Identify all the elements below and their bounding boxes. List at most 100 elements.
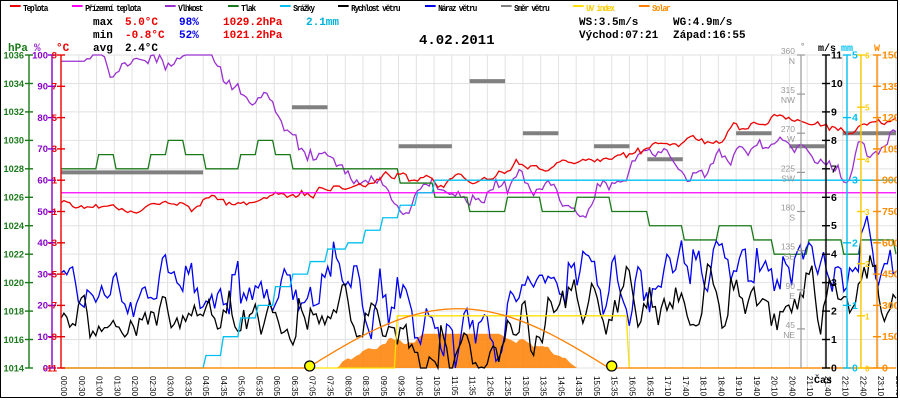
svg-text:90: 90 xyxy=(786,281,796,291)
svg-text:180: 180 xyxy=(781,203,795,213)
svg-text:N: N xyxy=(789,56,795,66)
svg-text:10:05: 10:05 xyxy=(414,376,423,397)
svg-text:1024: 1024 xyxy=(4,221,25,231)
svg-text:12:05: 12:05 xyxy=(485,376,494,397)
svg-text:0: 0 xyxy=(865,365,870,374)
svg-text:1014: 1014 xyxy=(4,363,25,373)
svg-text:14:35: 14:35 xyxy=(574,376,583,397)
svg-text:SE: SE xyxy=(784,252,796,262)
svg-text:21:40: 21:40 xyxy=(823,376,832,397)
svg-text:750: 750 xyxy=(882,206,898,218)
svg-text:09:05: 09:05 xyxy=(379,376,388,397)
svg-text:04:35: 04:35 xyxy=(219,376,228,397)
svg-text:-7: -7 xyxy=(49,301,57,312)
svg-text:19:40: 19:40 xyxy=(752,376,761,397)
svg-text:1034: 1034 xyxy=(4,79,25,89)
svg-text:315: 315 xyxy=(781,85,795,95)
svg-text:8: 8 xyxy=(831,135,837,147)
svg-text:7: 7 xyxy=(831,163,837,175)
svg-text:05:35: 05:35 xyxy=(254,376,263,397)
svg-text:1: 1 xyxy=(865,312,870,321)
svg-text:1026: 1026 xyxy=(4,193,24,203)
svg-text:5: 5 xyxy=(865,104,870,113)
svg-text:15:05: 15:05 xyxy=(592,376,601,397)
svg-text:-1: -1 xyxy=(49,207,58,218)
svg-text:30: 30 xyxy=(37,269,48,280)
svg-text:1020: 1020 xyxy=(4,278,24,288)
svg-text:-3: -3 xyxy=(49,238,57,249)
svg-text:10: 10 xyxy=(831,78,843,90)
svg-text:14:05: 14:05 xyxy=(556,376,565,397)
svg-text:3: 3 xyxy=(52,144,57,155)
svg-text:23:10: 23:10 xyxy=(876,376,885,397)
svg-text:19:10: 19:10 xyxy=(734,376,743,397)
svg-text:22:40: 22:40 xyxy=(859,376,868,397)
svg-text:360: 360 xyxy=(781,46,795,56)
svg-text:2: 2 xyxy=(852,237,858,249)
svg-text:03:35: 03:35 xyxy=(183,376,192,397)
svg-text:07:05: 07:05 xyxy=(308,376,317,397)
svg-text:02:30: 02:30 xyxy=(148,376,157,397)
svg-text:-5: -5 xyxy=(49,269,58,280)
svg-text:01:30: 01:30 xyxy=(112,376,121,397)
svg-text:90: 90 xyxy=(37,82,48,93)
svg-text:13:05: 13:05 xyxy=(521,376,530,397)
svg-text:1032: 1032 xyxy=(4,107,24,117)
svg-text:1200: 1200 xyxy=(882,112,898,124)
svg-text:01:00: 01:00 xyxy=(95,376,104,397)
svg-text:1: 1 xyxy=(52,176,58,187)
svg-text:4: 4 xyxy=(865,156,870,165)
svg-text:22:10: 22:10 xyxy=(841,376,850,397)
svg-text:02:00: 02:00 xyxy=(130,376,139,397)
svg-text:600: 600 xyxy=(882,237,898,249)
svg-text:135: 135 xyxy=(781,242,795,252)
svg-text:-11: -11 xyxy=(44,363,58,374)
svg-text:10: 10 xyxy=(37,332,48,343)
svg-text:1018: 1018 xyxy=(4,306,24,316)
svg-text:07:35: 07:35 xyxy=(326,376,335,397)
svg-text:17:10: 17:10 xyxy=(663,376,672,397)
svg-text:1: 1 xyxy=(831,334,837,346)
svg-text:18:40: 18:40 xyxy=(716,376,725,397)
svg-text:1036: 1036 xyxy=(4,50,24,60)
svg-text:W: W xyxy=(787,134,795,144)
svg-text:20:40: 20:40 xyxy=(787,376,796,397)
svg-text:23:40: 23:40 xyxy=(894,376,898,397)
svg-text:6: 6 xyxy=(831,192,837,204)
svg-text:1350: 1350 xyxy=(882,81,898,93)
svg-text:08:05: 08:05 xyxy=(343,376,352,397)
svg-text:-9: -9 xyxy=(49,332,57,343)
svg-text:3: 3 xyxy=(831,277,837,289)
svg-text:13:35: 13:35 xyxy=(539,376,548,397)
svg-text:00:00: 00:00 xyxy=(59,376,68,397)
svg-text:80: 80 xyxy=(37,113,48,124)
svg-text:16:05: 16:05 xyxy=(628,376,637,397)
svg-text:11: 11 xyxy=(831,50,842,62)
svg-text:11:05: 11:05 xyxy=(450,376,459,396)
svg-text:270: 270 xyxy=(781,124,795,134)
svg-text:0: 0 xyxy=(831,363,837,375)
svg-text:100: 100 xyxy=(32,50,48,61)
svg-text:05:05: 05:05 xyxy=(237,376,246,397)
svg-text:1050: 1050 xyxy=(882,143,898,155)
svg-text:04:05: 04:05 xyxy=(201,376,210,397)
svg-text:16:35: 16:35 xyxy=(645,376,654,397)
svg-text:17:40: 17:40 xyxy=(681,376,690,397)
svg-text:300: 300 xyxy=(882,300,898,312)
svg-text:1030: 1030 xyxy=(4,136,24,146)
svg-text:5: 5 xyxy=(52,113,58,124)
svg-text:12:35: 12:35 xyxy=(503,376,512,397)
svg-text:40: 40 xyxy=(37,238,48,249)
svg-text:15:35: 15:35 xyxy=(610,376,619,397)
svg-text:2: 2 xyxy=(831,306,837,318)
svg-text:11:35: 11:35 xyxy=(468,376,477,396)
svg-text:18:10: 18:10 xyxy=(699,376,708,397)
svg-text:7: 7 xyxy=(52,82,57,93)
svg-text:1028: 1028 xyxy=(4,164,24,174)
svg-text:E: E xyxy=(789,291,795,301)
svg-text:09:35: 09:35 xyxy=(397,376,406,397)
svg-text:0: 0 xyxy=(882,363,888,375)
svg-text:450: 450 xyxy=(882,269,898,281)
svg-text:2: 2 xyxy=(865,260,870,269)
